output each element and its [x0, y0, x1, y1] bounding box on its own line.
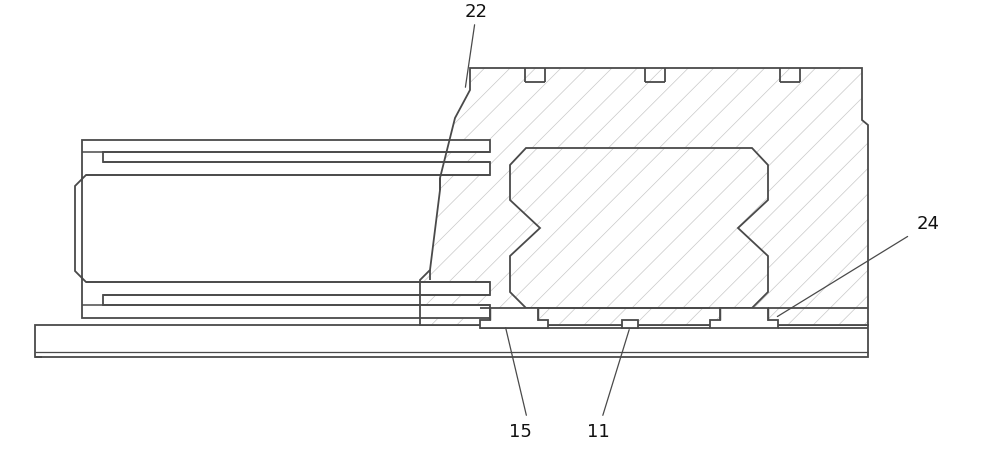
Polygon shape: [420, 68, 868, 325]
Polygon shape: [510, 148, 768, 308]
Polygon shape: [710, 308, 778, 328]
Polygon shape: [75, 140, 490, 318]
Polygon shape: [35, 325, 868, 357]
Polygon shape: [480, 308, 548, 328]
Polygon shape: [622, 320, 638, 328]
Text: 11: 11: [587, 423, 609, 441]
Text: 22: 22: [464, 3, 488, 21]
Text: 15: 15: [509, 423, 531, 441]
Text: 24: 24: [916, 215, 940, 233]
